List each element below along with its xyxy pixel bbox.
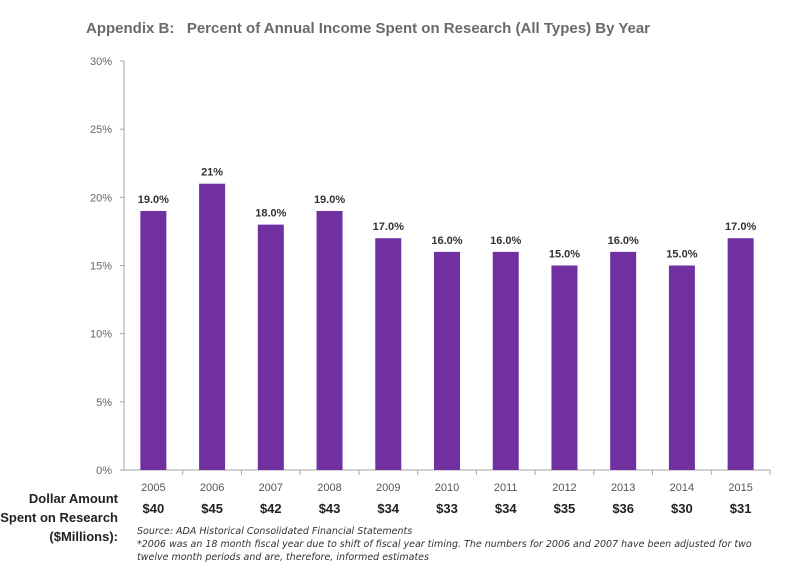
y-tick-label: 15% bbox=[90, 261, 112, 273]
data-label: 15.0% bbox=[549, 249, 580, 261]
bar bbox=[140, 210, 167, 470]
x-tick-label: 2008 bbox=[317, 482, 341, 494]
bar bbox=[434, 251, 460, 470]
bar bbox=[610, 251, 637, 470]
bar bbox=[316, 210, 343, 470]
dollar-amount: $42 bbox=[260, 501, 282, 516]
dollar-amount-caption: Dollar Amount Spent on Research ($Millio… bbox=[0, 489, 118, 546]
bar bbox=[375, 238, 402, 470]
dollar-caption-line: Spent on Research bbox=[0, 510, 118, 525]
data-label: 17.0% bbox=[373, 221, 404, 233]
dollar-amount: $34 bbox=[377, 501, 399, 516]
footnote-line: twelve month periods and are, therefore,… bbox=[137, 552, 429, 563]
dollar-amount: $34 bbox=[495, 501, 517, 516]
x-tick-label: 2010 bbox=[435, 482, 459, 494]
y-tick-label: 5% bbox=[96, 397, 112, 409]
dollar-amount: $45 bbox=[201, 501, 223, 516]
dollar-amount: $35 bbox=[554, 501, 576, 516]
chart-title: Appendix B: Percent of Annual Income Spe… bbox=[86, 20, 651, 37]
x-tick-label: 2011 bbox=[494, 482, 518, 494]
dollar-amount: $36 bbox=[612, 501, 634, 516]
x-tick-label: 2005 bbox=[141, 482, 165, 494]
data-label: 21% bbox=[201, 167, 223, 179]
x-tick-label: 2009 bbox=[376, 482, 400, 494]
dollar-amount: $40 bbox=[143, 501, 165, 516]
x-tick-label: 2012 bbox=[552, 482, 576, 494]
data-label: 16.0% bbox=[608, 235, 639, 247]
x-tick-label: 2015 bbox=[728, 482, 752, 494]
footnote-line: Source: ADA Historical Consolidated Fina… bbox=[137, 526, 413, 537]
dollar-amount: $30 bbox=[671, 501, 693, 516]
data-label: 18.0% bbox=[255, 208, 286, 220]
data-label: 16.0% bbox=[490, 235, 521, 247]
y-tick-label: 0% bbox=[96, 465, 112, 477]
bar bbox=[199, 183, 226, 470]
x-tick-label: 2006 bbox=[200, 482, 224, 494]
bar bbox=[668, 265, 695, 470]
footnote-line: *2006 was an 18 month fiscal year due to… bbox=[137, 539, 752, 550]
dollar-amount: $43 bbox=[319, 501, 341, 516]
dollar-amount: $31 bbox=[730, 501, 752, 516]
data-label: 17.0% bbox=[725, 221, 756, 233]
y-tick-label: 25% bbox=[90, 124, 112, 136]
bar bbox=[727, 238, 754, 470]
bar bbox=[492, 251, 519, 470]
data-label: 19.0% bbox=[138, 194, 169, 206]
dollar-caption-line: Dollar Amount bbox=[28, 491, 118, 506]
x-tick-label: 2014 bbox=[670, 482, 694, 494]
bar bbox=[551, 265, 578, 470]
dollar-amount: $33 bbox=[436, 501, 458, 516]
data-label: 19.0% bbox=[314, 194, 345, 206]
y-tick-label: 30% bbox=[90, 56, 112, 68]
data-label: 15.0% bbox=[666, 249, 697, 261]
y-tick-label: 20% bbox=[90, 192, 112, 204]
source-footnote: Source: ADA Historical Consolidated Fina… bbox=[137, 525, 792, 564]
data-label: 16.0% bbox=[431, 235, 462, 247]
bar bbox=[257, 224, 284, 470]
x-tick-label: 2013 bbox=[611, 482, 635, 494]
y-tick-label: 10% bbox=[90, 329, 112, 341]
dollar-caption-line: ($Millions): bbox=[49, 529, 118, 544]
x-tick-label: 2007 bbox=[259, 482, 283, 494]
